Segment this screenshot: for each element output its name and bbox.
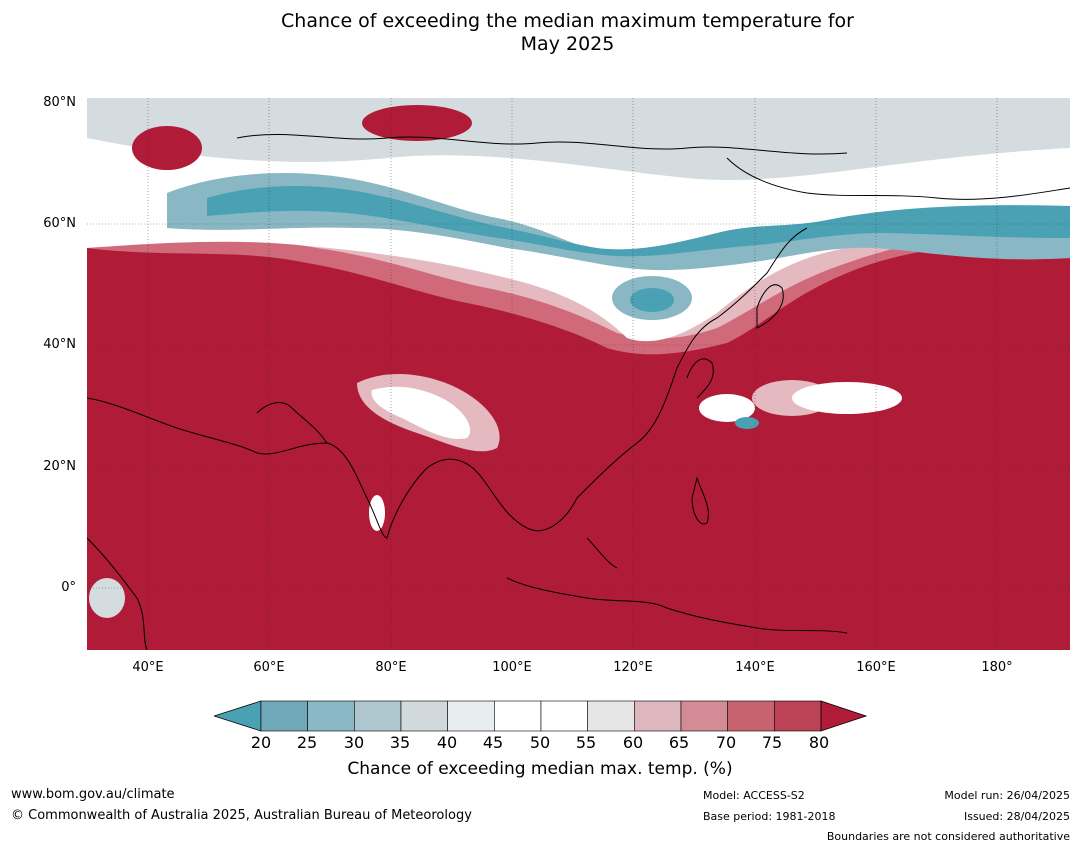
colorbar-tick-40: 40 — [436, 733, 458, 752]
neutral-tibet — [371, 386, 471, 439]
lat-label-40n: 40°N — [43, 337, 76, 352]
website-link[interactable]: www.bom.gov.au/climate — [11, 787, 175, 802]
cold-region — [207, 186, 1070, 257]
colorbar-high-arrow — [820, 700, 868, 732]
colorbar-bin — [447, 700, 495, 732]
colorbar-bin — [260, 700, 308, 732]
colorbar-low-arrow — [214, 700, 262, 732]
hot-patch-barents — [132, 126, 202, 170]
lon-label-40e: 40°E — [132, 660, 164, 675]
map-canvas — [87, 98, 1070, 650]
colorbar-tick-25: 25 — [296, 733, 318, 752]
hot-patch-kara — [362, 105, 472, 141]
colorbar-bin — [307, 700, 355, 732]
colorbar-bin — [540, 700, 588, 732]
colorbar-bin — [634, 700, 682, 732]
colorbar-tick-80: 80 — [808, 733, 830, 752]
lat-label-20n: 20°N — [43, 459, 76, 474]
lon-label-140e: 140°E — [735, 660, 775, 675]
lon-label-180: 180° — [981, 660, 1013, 675]
colorbar-bin — [400, 700, 448, 732]
colorbar-tick-70: 70 — [715, 733, 737, 752]
colorbar-tick-55: 55 — [575, 733, 597, 752]
issued-text: Issued: 28/04/2025 — [963, 810, 1070, 823]
lon-label-120e: 120°E — [613, 660, 653, 675]
lon-label-160e: 160°E — [856, 660, 896, 675]
colorbar-tick-45: 45 — [482, 733, 504, 752]
colorbar-tick-75: 75 — [761, 733, 783, 752]
cool-region — [167, 173, 1070, 271]
colorbar — [214, 700, 868, 732]
base-period-text: Base period: 1981-2018 — [703, 810, 836, 823]
colorbar-tick-35: 35 — [389, 733, 411, 752]
cold-patch-pacific — [735, 417, 759, 429]
model-text: Model: ACCESS-S2 — [703, 789, 805, 802]
graticule — [87, 98, 1070, 650]
lat-label-60n: 60°N — [43, 216, 76, 231]
forecast-map — [87, 98, 1070, 650]
lon-label-80e: 80°E — [375, 660, 407, 675]
neutral-patch-pacific — [792, 382, 902, 414]
colorbar-bin — [494, 700, 542, 732]
lon-label-100e: 100°E — [492, 660, 532, 675]
colorbar-tick-20: 20 — [250, 733, 272, 752]
colorbar-tick-60: 60 — [622, 733, 644, 752]
copyright-text: © Commonwealth of Australia 2025, Austra… — [11, 808, 472, 823]
light-cool-africa — [89, 578, 125, 618]
model-run-text: Model run: 26/04/2025 — [944, 789, 1070, 802]
lat-label-80n: 80°N — [43, 95, 76, 110]
colorbar-bin — [587, 700, 635, 732]
coastlines — [87, 134, 1070, 650]
light-cool-region — [87, 98, 1070, 181]
colorbar-bins — [260, 700, 822, 732]
neutral-india-tip — [369, 495, 385, 531]
title-line-1: Chance of exceeding the median maximum t… — [281, 10, 854, 32]
colorbar-bin — [680, 700, 728, 732]
colorbar-tick-30: 30 — [343, 733, 365, 752]
colorbar-bin — [354, 700, 402, 732]
disclaimer-text: Boundaries are not considered authoritat… — [826, 830, 1070, 843]
lon-label-60e: 60°E — [253, 660, 285, 675]
colorbar-bin — [774, 700, 822, 732]
chart-title: Chance of exceeding the median maximum t… — [0, 10, 1081, 56]
cold-patch-mongolia — [630, 288, 674, 312]
colorbar-title: Chance of exceeding median max. temp. (%… — [347, 759, 733, 779]
colorbar-tick-50: 50 — [529, 733, 551, 752]
colorbar-tick-65: 65 — [668, 733, 690, 752]
neutral-patch-east-china-sea — [699, 394, 755, 422]
lat-label-0: 0° — [61, 580, 76, 595]
colorbar-bin — [727, 700, 775, 732]
title-line-2: May 2025 — [520, 33, 615, 55]
